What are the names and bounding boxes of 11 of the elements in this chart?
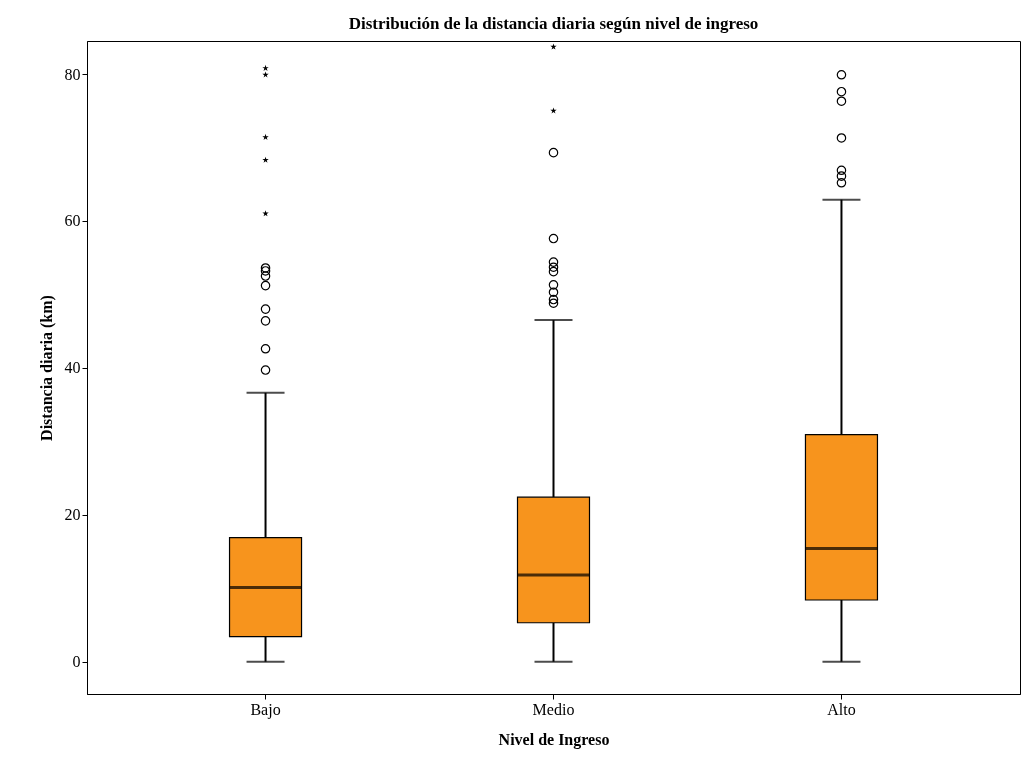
x-tick-label: Alto	[827, 700, 856, 718]
y-tick-label: 60	[64, 212, 81, 230]
x-axis-title: Nivel de Ingreso	[498, 730, 610, 749]
x-tick-label: Medio	[532, 700, 575, 718]
y-tick-label: 40	[64, 359, 81, 377]
y-tick-label: 0	[72, 653, 81, 671]
y-tick-label: 20	[64, 506, 81, 524]
y-axis-title: Distancia diaria (km)	[37, 295, 56, 441]
chart-title: Distribución de la distancia diaria según nivel de ingreso	[348, 14, 759, 33]
y-tick-label: 80	[64, 65, 81, 83]
x-tick-label: Bajo	[250, 700, 281, 719]
